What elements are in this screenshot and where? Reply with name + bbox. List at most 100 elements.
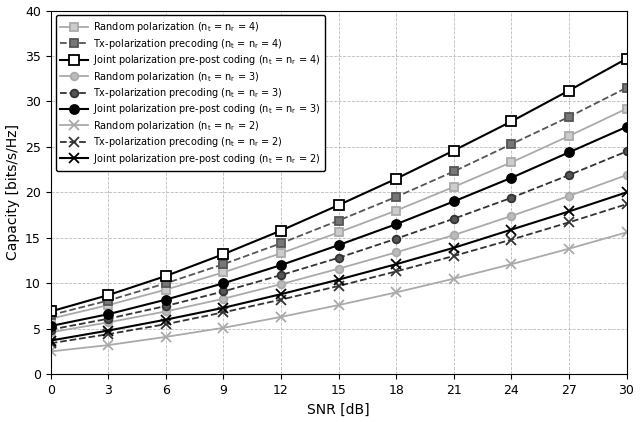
Joint polarization pre-post coding (n$_\mathrm{t}$ = n$_\mathrm{r}$ = 3) <box>508 175 515 180</box>
Random polarization (n$_\mathrm{t}$ = n$_\mathrm{r}$ = 2) <box>623 230 630 235</box>
Random polarization (n$_\mathrm{t}$ = n$_\mathrm{r}$ = 3) <box>277 281 285 287</box>
Random polarization (n$_\mathrm{t}$ = n$_\mathrm{r}$ = 3) <box>335 266 342 271</box>
Tx-polarization precoding (n$_\mathrm{t}$ = n$_\mathrm{r}$ = 3) <box>392 236 400 241</box>
Joint polarization pre-post coding (n$_\mathrm{t}$ = n$_\mathrm{r}$ = 3) <box>623 124 630 130</box>
Joint polarization pre-post coding (n$_\mathrm{t}$ = n$_\mathrm{r}$ = 2) <box>220 305 227 310</box>
Random polarization (n$_\mathrm{t}$ = n$_\mathrm{r}$ = 2) <box>277 314 285 319</box>
Tx-polarization precoding (n$_\mathrm{t}$ = n$_\mathrm{r}$ = 4) <box>392 195 400 200</box>
Joint polarization pre-post coding (n$_\mathrm{t}$ = n$_\mathrm{r}$ = 4) <box>392 176 400 181</box>
Random polarization (n$_\mathrm{t}$ = n$_\mathrm{r}$ = 3) <box>47 330 54 335</box>
Tx-polarization precoding (n$_\mathrm{t}$ = n$_\mathrm{r}$ = 2) <box>335 284 342 289</box>
Tx-polarization precoding (n$_\mathrm{t}$ = n$_\mathrm{r}$ = 2) <box>162 322 170 327</box>
Line: Tx-polarization precoding (n$_\mathrm{t}$ = n$_\mathrm{r}$ = 4): Tx-polarization precoding (n$_\mathrm{t}… <box>47 84 630 319</box>
Legend: Random polarization (n$_\mathrm{t}$ = n$_\mathrm{r}$ = 4), Tx-polarization preco: Random polarization (n$_\mathrm{t}$ = n$… <box>56 16 324 170</box>
Tx-polarization precoding (n$_\mathrm{t}$ = n$_\mathrm{r}$ = 2) <box>450 254 458 259</box>
Tx-polarization precoding (n$_\mathrm{t}$ = n$_\mathrm{r}$ = 2) <box>277 297 285 302</box>
Random polarization (n$_\mathrm{t}$ = n$_\mathrm{r}$ = 2) <box>565 246 573 251</box>
Random polarization (n$_\mathrm{t}$ = n$_\mathrm{r}$ = 3) <box>162 309 170 314</box>
Joint polarization pre-post coding (n$_\mathrm{t}$ = n$_\mathrm{r}$ = 3) <box>162 297 170 302</box>
Joint polarization pre-post coding (n$_\mathrm{t}$ = n$_\mathrm{r}$ = 2) <box>565 209 573 214</box>
Random polarization (n$_\mathrm{t}$ = n$_\mathrm{r}$ = 4) <box>335 230 342 235</box>
Tx-polarization precoding (n$_\mathrm{t}$ = n$_\mathrm{r}$ = 2) <box>623 202 630 207</box>
Joint polarization pre-post coding (n$_\mathrm{t}$ = n$_\mathrm{r}$ = 4) <box>47 309 54 314</box>
Joint polarization pre-post coding (n$_\mathrm{t}$ = n$_\mathrm{r}$ = 3) <box>392 222 400 227</box>
Joint polarization pre-post coding (n$_\mathrm{t}$ = n$_\mathrm{r}$ = 3) <box>277 262 285 268</box>
Line: Joint polarization pre-post coding (n$_\mathrm{t}$ = n$_\mathrm{r}$ = 4): Joint polarization pre-post coding (n$_\… <box>46 54 631 316</box>
Tx-polarization precoding (n$_\mathrm{t}$ = n$_\mathrm{r}$ = 4) <box>335 218 342 223</box>
Tx-polarization precoding (n$_\mathrm{t}$ = n$_\mathrm{r}$ = 4) <box>104 298 112 303</box>
Joint polarization pre-post coding (n$_\mathrm{t}$ = n$_\mathrm{r}$ = 2) <box>162 317 170 322</box>
Random polarization (n$_\mathrm{t}$ = n$_\mathrm{r}$ = 2) <box>162 334 170 339</box>
Tx-polarization precoding (n$_\mathrm{t}$ = n$_\mathrm{r}$ = 2) <box>508 237 515 242</box>
Random polarization (n$_\mathrm{t}$ = n$_\mathrm{r}$ = 4) <box>392 208 400 213</box>
Tx-polarization precoding (n$_\mathrm{t}$ = n$_\mathrm{r}$ = 4) <box>450 169 458 174</box>
Joint polarization pre-post coding (n$_\mathrm{t}$ = n$_\mathrm{r}$ = 3) <box>47 323 54 328</box>
Joint polarization pre-post coding (n$_\mathrm{t}$ = n$_\mathrm{r}$ = 2) <box>450 245 458 250</box>
Tx-polarization precoding (n$_\mathrm{t}$ = n$_\mathrm{r}$ = 3) <box>220 289 227 294</box>
Joint polarization pre-post coding (n$_\mathrm{t}$ = n$_\mathrm{r}$ = 2) <box>392 262 400 267</box>
Tx-polarization precoding (n$_\mathrm{t}$ = n$_\mathrm{r}$ = 3) <box>47 327 54 332</box>
Random polarization (n$_\mathrm{t}$ = n$_\mathrm{r}$ = 4) <box>565 133 573 138</box>
Joint polarization pre-post coding (n$_\mathrm{t}$ = n$_\mathrm{r}$ = 4) <box>565 88 573 93</box>
Random polarization (n$_\mathrm{t}$ = n$_\mathrm{r}$ = 2) <box>450 276 458 281</box>
Random polarization (n$_\mathrm{t}$ = n$_\mathrm{r}$ = 3) <box>104 320 112 325</box>
Line: Random polarization (n$_\mathrm{t}$ = n$_\mathrm{r}$ = 2): Random polarization (n$_\mathrm{t}$ = n$… <box>46 228 631 356</box>
Tx-polarization precoding (n$_\mathrm{t}$ = n$_\mathrm{r}$ = 2) <box>47 341 54 346</box>
Random polarization (n$_\mathrm{t}$ = n$_\mathrm{r}$ = 2) <box>104 343 112 348</box>
Tx-polarization precoding (n$_\mathrm{t}$ = n$_\mathrm{r}$ = 3) <box>623 149 630 154</box>
Random polarization (n$_\mathrm{t}$ = n$_\mathrm{r}$ = 4) <box>508 160 515 165</box>
Random polarization (n$_\mathrm{t}$ = n$_\mathrm{r}$ = 2) <box>220 325 227 330</box>
Tx-polarization precoding (n$_\mathrm{t}$ = n$_\mathrm{r}$ = 3) <box>104 316 112 321</box>
Joint polarization pre-post coding (n$_\mathrm{t}$ = n$_\mathrm{r}$ = 3) <box>565 150 573 155</box>
Tx-polarization precoding (n$_\mathrm{t}$ = n$_\mathrm{r}$ = 2) <box>392 269 400 274</box>
Joint polarization pre-post coding (n$_\mathrm{t}$ = n$_\mathrm{r}$ = 2) <box>47 338 54 343</box>
Random polarization (n$_\mathrm{t}$ = n$_\mathrm{r}$ = 4) <box>450 184 458 189</box>
Random polarization (n$_\mathrm{t}$ = n$_\mathrm{r}$ = 4) <box>277 251 285 256</box>
Joint polarization pre-post coding (n$_\mathrm{t}$ = n$_\mathrm{r}$ = 4) <box>162 273 170 279</box>
Line: Tx-polarization precoding (n$_\mathrm{t}$ = n$_\mathrm{r}$ = 2): Tx-polarization precoding (n$_\mathrm{t}… <box>46 200 631 348</box>
Random polarization (n$_\mathrm{t}$ = n$_\mathrm{r}$ = 3) <box>392 250 400 255</box>
Tx-polarization precoding (n$_\mathrm{t}$ = n$_\mathrm{r}$ = 3) <box>508 195 515 200</box>
Tx-polarization precoding (n$_\mathrm{t}$ = n$_\mathrm{r}$ = 4) <box>565 114 573 119</box>
Line: Tx-polarization precoding (n$_\mathrm{t}$ = n$_\mathrm{r}$ = 3): Tx-polarization precoding (n$_\mathrm{t}… <box>47 148 630 333</box>
Y-axis label: Capacity [bits/s/Hz]: Capacity [bits/s/Hz] <box>6 124 20 260</box>
Joint polarization pre-post coding (n$_\mathrm{t}$ = n$_\mathrm{r}$ = 4) <box>220 252 227 257</box>
Joint polarization pre-post coding (n$_\mathrm{t}$ = n$_\mathrm{r}$ = 4) <box>335 203 342 208</box>
Tx-polarization precoding (n$_\mathrm{t}$ = n$_\mathrm{r}$ = 4) <box>47 313 54 318</box>
Tx-polarization precoding (n$_\mathrm{t}$ = n$_\mathrm{r}$ = 4) <box>277 241 285 246</box>
Random polarization (n$_\mathrm{t}$ = n$_\mathrm{r}$ = 3) <box>623 173 630 178</box>
Line: Random polarization (n$_\mathrm{t}$ = n$_\mathrm{r}$ = 3): Random polarization (n$_\mathrm{t}$ = n$… <box>47 171 630 336</box>
Line: Joint polarization pre-post coding (n$_\mathrm{t}$ = n$_\mathrm{r}$ = 3): Joint polarization pre-post coding (n$_\… <box>46 122 631 330</box>
Line: Joint polarization pre-post coding (n$_\mathrm{t}$ = n$_\mathrm{r}$ = 2): Joint polarization pre-post coding (n$_\… <box>45 187 632 346</box>
Tx-polarization precoding (n$_\mathrm{t}$ = n$_\mathrm{r}$ = 3) <box>277 273 285 278</box>
Random polarization (n$_\mathrm{t}$ = n$_\mathrm{r}$ = 2) <box>508 262 515 267</box>
Random polarization (n$_\mathrm{t}$ = n$_\mathrm{r}$ = 2) <box>335 303 342 308</box>
Random polarization (n$_\mathrm{t}$ = n$_\mathrm{r}$ = 4) <box>623 106 630 111</box>
Joint polarization pre-post coding (n$_\mathrm{t}$ = n$_\mathrm{r}$ = 4) <box>450 148 458 153</box>
Joint polarization pre-post coding (n$_\mathrm{t}$ = n$_\mathrm{r}$ = 2) <box>277 292 285 297</box>
Tx-polarization precoding (n$_\mathrm{t}$ = n$_\mathrm{r}$ = 3) <box>335 255 342 260</box>
Random polarization (n$_\mathrm{t}$ = n$_\mathrm{r}$ = 4) <box>220 270 227 275</box>
Joint polarization pre-post coding (n$_\mathrm{t}$ = n$_\mathrm{r}$ = 2) <box>508 227 515 232</box>
Tx-polarization precoding (n$_\mathrm{t}$ = n$_\mathrm{r}$ = 4) <box>623 85 630 90</box>
Tx-polarization precoding (n$_\mathrm{t}$ = n$_\mathrm{r}$ = 3) <box>450 216 458 221</box>
Tx-polarization precoding (n$_\mathrm{t}$ = n$_\mathrm{r}$ = 3) <box>565 173 573 178</box>
Joint polarization pre-post coding (n$_\mathrm{t}$ = n$_\mathrm{r}$ = 2) <box>104 328 112 333</box>
Random polarization (n$_\mathrm{t}$ = n$_\mathrm{r}$ = 3) <box>450 233 458 238</box>
Random polarization (n$_\mathrm{t}$ = n$_\mathrm{r}$ = 4) <box>104 303 112 308</box>
Random polarization (n$_\mathrm{t}$ = n$_\mathrm{r}$ = 4) <box>47 316 54 321</box>
Random polarization (n$_\mathrm{t}$ = n$_\mathrm{r}$ = 3) <box>508 214 515 219</box>
Random polarization (n$_\mathrm{t}$ = n$_\mathrm{r}$ = 3) <box>565 193 573 198</box>
Random polarization (n$_\mathrm{t}$ = n$_\mathrm{r}$ = 4) <box>162 287 170 292</box>
Joint polarization pre-post coding (n$_\mathrm{t}$ = n$_\mathrm{r}$ = 3) <box>450 199 458 204</box>
Joint polarization pre-post coding (n$_\mathrm{t}$ = n$_\mathrm{r}$ = 3) <box>104 311 112 316</box>
Joint polarization pre-post coding (n$_\mathrm{t}$ = n$_\mathrm{r}$ = 3) <box>220 281 227 286</box>
Joint polarization pre-post coding (n$_\mathrm{t}$ = n$_\mathrm{r}$ = 2) <box>335 277 342 282</box>
Tx-polarization precoding (n$_\mathrm{t}$ = n$_\mathrm{r}$ = 4) <box>162 281 170 286</box>
Tx-polarization precoding (n$_\mathrm{t}$ = n$_\mathrm{r}$ = 4) <box>508 142 515 147</box>
Random polarization (n$_\mathrm{t}$ = n$_\mathrm{r}$ = 3) <box>220 296 227 301</box>
Random polarization (n$_\mathrm{t}$ = n$_\mathrm{r}$ = 2) <box>47 349 54 354</box>
Tx-polarization precoding (n$_\mathrm{t}$ = n$_\mathrm{r}$ = 3) <box>162 303 170 308</box>
Line: Random polarization (n$_\mathrm{t}$ = n$_\mathrm{r}$ = 4): Random polarization (n$_\mathrm{t}$ = n$… <box>47 105 630 322</box>
Joint polarization pre-post coding (n$_\mathrm{t}$ = n$_\mathrm{r}$ = 4) <box>623 56 630 61</box>
